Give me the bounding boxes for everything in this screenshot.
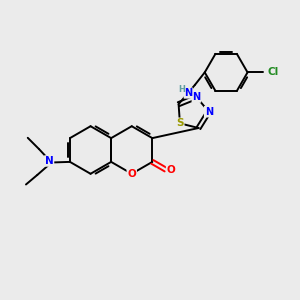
Text: S: S: [176, 118, 184, 128]
Text: O: O: [128, 169, 136, 179]
Text: O: O: [167, 165, 176, 175]
Text: Cl: Cl: [267, 68, 278, 77]
Text: N: N: [205, 107, 213, 117]
Text: N: N: [192, 92, 200, 102]
Text: N: N: [45, 156, 53, 166]
Text: N: N: [184, 88, 192, 98]
Text: H: H: [178, 85, 185, 94]
